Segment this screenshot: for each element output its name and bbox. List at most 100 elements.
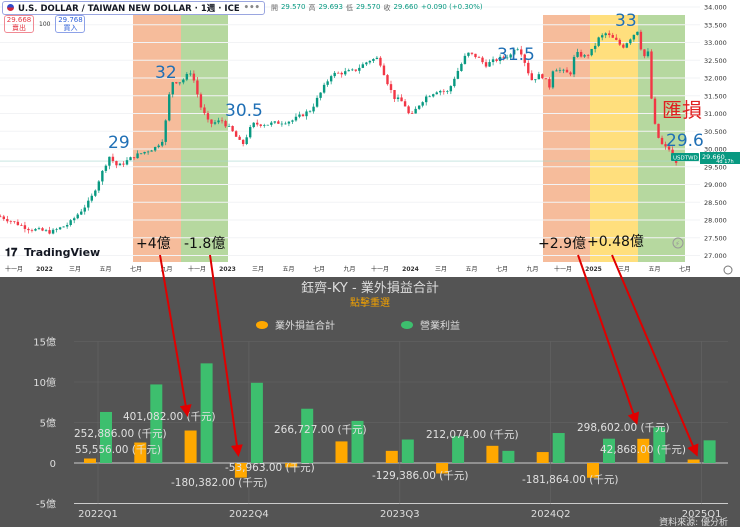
time-tick-label: 七月: [130, 265, 142, 273]
annotation-minus-1-8: -1.8億: [184, 236, 225, 252]
candle-body: [227, 126, 231, 127]
candle-body: [576, 51, 579, 57]
candle-body: [347, 70, 350, 72]
candle-body: [340, 72, 343, 75]
bar-nonoperating: [587, 463, 599, 478]
legend-item-operating[interactable]: 營業利益: [401, 319, 460, 332]
candle-body: [101, 170, 104, 182]
legend-item-nonop[interactable]: 業外損益合計: [256, 319, 335, 332]
price-tick-label: 27.500: [704, 234, 727, 242]
bar-nonoperating: [234, 463, 247, 478]
time-tick-label: 2022: [36, 266, 53, 273]
candle-body: [407, 106, 410, 114]
annotation-plus-0-48: +0.48億: [587, 234, 644, 250]
candle-body: [263, 125, 266, 126]
svg-text:業外損益合計: 業外損益合計: [275, 319, 335, 332]
candle-body: [664, 144, 667, 147]
tradingview-logo[interactable]: 𝟏𝟕 TradingView: [5, 246, 100, 259]
bar-nonoperating: [385, 450, 398, 463]
time-tick-label: 七月: [679, 265, 691, 273]
candle-body: [51, 229, 55, 234]
candle-body: [505, 57, 509, 59]
candle-body: [259, 124, 262, 126]
quantity[interactable]: 100: [39, 20, 51, 28]
candle-body: [625, 43, 629, 48]
candle-body: [467, 52, 470, 56]
candle-body: [41, 228, 44, 231]
candle-body: [178, 82, 181, 84]
candle-body: [667, 146, 671, 150]
tradingview-chart: 34.000 33.500 33.000 32.500 32.000 31.500 31.0…: [0, 0, 740, 277]
candle-body: [206, 113, 210, 120]
candle-body: [157, 145, 160, 147]
reselect-link[interactable]: 點擊重選: [350, 296, 390, 309]
candle-body: [477, 57, 481, 58]
candle-body: [241, 139, 245, 145]
candle-body: [569, 72, 572, 75]
price-tick-label: 28.000: [704, 217, 727, 225]
candle-body: [146, 151, 150, 153]
price-chart[interactable]: 34.000 33.500 33.000 32.500 32.000 31.500 31.0…: [0, 0, 740, 277]
candle-body: [129, 157, 132, 161]
candle-body: [252, 122, 255, 128]
candle-body: [256, 122, 259, 125]
candle-body: [248, 127, 252, 138]
candle-body: [224, 120, 227, 127]
svg-text:⚡: ⚡: [675, 240, 680, 248]
price-tick-label: 27.000: [704, 252, 727, 260]
trade-panel: 29.668 賣出 100 29.768 買入: [4, 15, 86, 33]
candle-body: [636, 31, 639, 35]
data-label: 266,727.00 (千元): [274, 424, 367, 436]
price-badge: USDTWD 29.660 4d 17h: [671, 152, 740, 165]
candle-body: [530, 73, 533, 81]
bar-operating: [452, 436, 465, 463]
candle-body: [305, 111, 308, 117]
candle-body: [153, 146, 157, 151]
candle-body: [58, 227, 62, 230]
candle-body: [558, 69, 562, 71]
price-tick-label: 28.500: [704, 199, 727, 207]
candle-body: [375, 57, 379, 60]
candle-body: [266, 124, 269, 126]
candle-body: [203, 107, 206, 114]
candle-body: [97, 181, 101, 191]
sell-button[interactable]: 29.668 賣出: [4, 15, 34, 33]
candle-body: [199, 94, 203, 108]
candle-body: [453, 78, 456, 87]
candle-body: [20, 225, 23, 226]
bar-operating: [351, 420, 364, 463]
candle-body: [446, 91, 449, 92]
price-tick-label: 29.500: [704, 163, 727, 171]
candle-body: [72, 218, 76, 221]
candle-body: [435, 92, 438, 95]
time-tick-label: 九月: [526, 265, 538, 273]
lightning-icon[interactable]: ⚡: [672, 237, 684, 249]
candle-body: [111, 156, 115, 162]
highlight-band: [543, 15, 590, 262]
symbol-selector[interactable]: U.S. DOLLAR / TAIWAN NEW DOLLAR · 1週 · I…: [2, 0, 265, 15]
candle-body: [280, 123, 284, 125]
candle-body: [593, 45, 597, 49]
bar-nonoperating: [84, 458, 96, 463]
candle-body: [358, 67, 361, 71]
time-tick-label: 2025: [585, 266, 602, 273]
buy-button[interactable]: 29.768 買入: [55, 15, 86, 33]
time-tick-label: 十一月: [5, 265, 23, 273]
candle-body: [210, 119, 213, 124]
candle-body: [185, 73, 189, 80]
candle-body: [520, 49, 523, 55]
candle-body: [400, 97, 403, 102]
candle-body: [639, 31, 643, 50]
candle-body: [192, 73, 196, 81]
candle-body: [372, 59, 375, 61]
candle-body: [234, 131, 238, 137]
candle-body: [572, 56, 576, 75]
candle-body: [600, 35, 604, 38]
candle-body: [361, 64, 365, 68]
annotation-plus-2-9: +2.9億: [538, 236, 586, 252]
candle-body: [541, 74, 544, 79]
settings-icon[interactable]: [723, 265, 733, 275]
more-icon[interactable]: •••: [243, 2, 260, 13]
candle-body: [312, 106, 315, 112]
price-tick-label: 34.000: [704, 4, 727, 12]
